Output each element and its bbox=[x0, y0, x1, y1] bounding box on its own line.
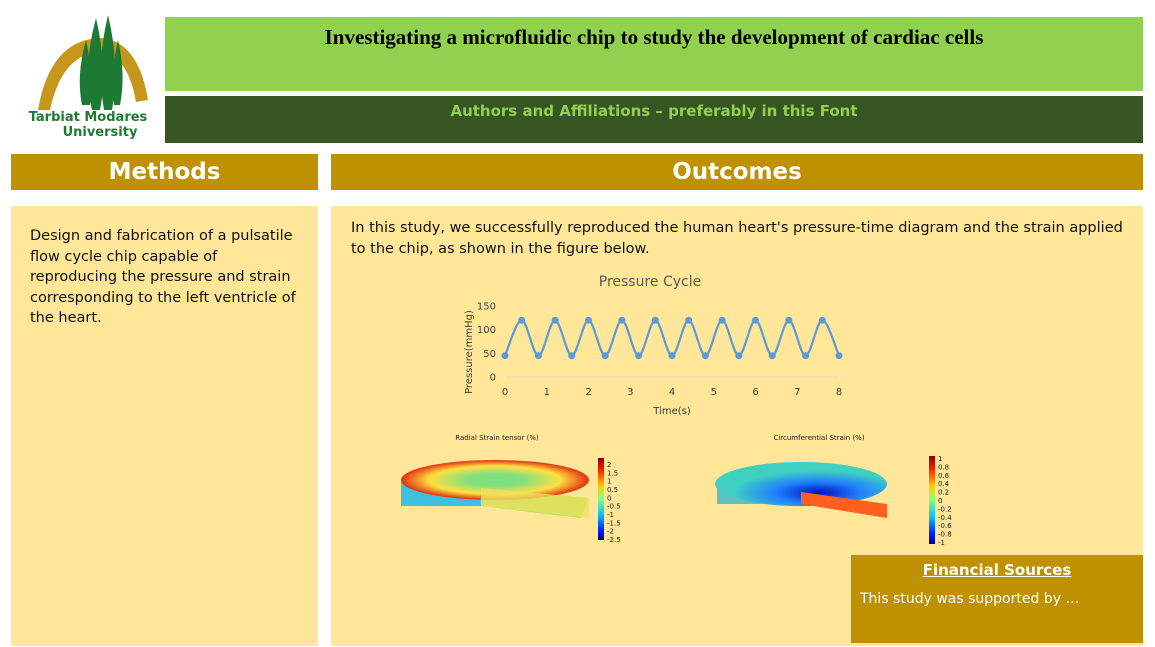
x-tick-label: 8 bbox=[836, 387, 842, 398]
colorbar-label: -2 bbox=[607, 528, 614, 536]
colorbar-label: -2.5 bbox=[607, 536, 621, 544]
x-tick-label: 2 bbox=[585, 387, 591, 398]
point bbox=[585, 316, 592, 324]
colorbar-label: -0.4 bbox=[938, 514, 952, 522]
colorbar-label: -0.2 bbox=[938, 505, 952, 513]
point bbox=[768, 352, 776, 360]
x-tick-label: 6 bbox=[752, 387, 758, 398]
methods-panel: Design and fabrication of a pulsatile fl… bbox=[11, 206, 318, 646]
y-tick-label: 100 bbox=[477, 325, 496, 336]
chart-title: Pressure Cycle bbox=[599, 274, 702, 290]
financial-box: Financial Sources This study was support… bbox=[851, 555, 1143, 643]
colorbar-label: 0.6 bbox=[938, 472, 950, 480]
point bbox=[752, 316, 759, 324]
y-axis-label: Pressure(mmHg) bbox=[464, 310, 475, 394]
logo: Tarbiat Modares University bbox=[29, 15, 148, 140]
point bbox=[802, 352, 810, 360]
point bbox=[618, 316, 626, 324]
title: Investigating a microfluidic chip to stu… bbox=[165, 17, 1143, 91]
x-tick-label: 7 bbox=[794, 387, 800, 398]
point bbox=[785, 316, 793, 324]
strain-title: Radial Strain tensor (%) bbox=[455, 434, 539, 442]
colorbar-label: 1 bbox=[607, 478, 611, 486]
x-tick-label: 5 bbox=[711, 387, 717, 398]
x-tick-label: 3 bbox=[627, 387, 633, 398]
colorbar-label: -1 bbox=[938, 539, 945, 547]
methods-text: Design and fabrication of a pulsatile fl… bbox=[30, 228, 296, 326]
colorbar-label: 0.5 bbox=[607, 486, 618, 494]
financial-text: This study was supported by … bbox=[860, 591, 1080, 607]
x-axis-label: Time(s) bbox=[652, 406, 691, 417]
point bbox=[718, 316, 726, 324]
colorbar-label: -0.6 bbox=[938, 522, 952, 530]
colorbar-label: 0 bbox=[607, 494, 611, 502]
point bbox=[635, 352, 643, 360]
x-tick-label: 1 bbox=[544, 387, 550, 398]
point bbox=[735, 352, 743, 360]
outcomes-text: In this study, we successfully reproduce… bbox=[351, 220, 1123, 257]
colorbar-label: -0.5 bbox=[607, 503, 621, 511]
point bbox=[685, 316, 693, 324]
point bbox=[551, 316, 559, 324]
colorbar-label: -0.8 bbox=[938, 531, 952, 539]
colorbar bbox=[929, 456, 935, 544]
section-heading: Outcomes bbox=[331, 154, 1143, 190]
figure: Pressure CyclePressure(mmHg)Time(s)05010… bbox=[401, 274, 952, 547]
colorbar bbox=[598, 458, 604, 540]
financial-heading: Financial Sources bbox=[922, 561, 1072, 579]
colorbar-label: -1 bbox=[607, 511, 614, 519]
y-tick-label: 0 bbox=[490, 373, 496, 384]
point bbox=[651, 316, 659, 324]
point bbox=[818, 316, 826, 324]
colorbar-label: 2 bbox=[607, 461, 611, 469]
point bbox=[518, 316, 526, 324]
point bbox=[601, 352, 609, 360]
x-tick-label: 0 bbox=[502, 387, 508, 398]
authors: Authors and Affiliations – preferably in… bbox=[165, 96, 1143, 143]
colorbar-label: 0 bbox=[938, 497, 942, 505]
line bbox=[503, 319, 841, 357]
x-tick-label: 4 bbox=[669, 387, 675, 398]
colorbar-label: 1 bbox=[938, 455, 942, 463]
colorbar-label: 0.8 bbox=[938, 463, 949, 471]
colorbar-label: 0.4 bbox=[938, 480, 950, 488]
point bbox=[568, 352, 576, 360]
point bbox=[701, 352, 709, 360]
circumferential-model bbox=[715, 462, 887, 518]
y-tick-label: 150 bbox=[477, 302, 496, 313]
logo-text: University bbox=[63, 125, 138, 140]
colorbar-label: 0.2 bbox=[938, 489, 949, 497]
logo-trees bbox=[79, 15, 123, 110]
logo-text: Tarbiat Modares bbox=[29, 110, 148, 125]
point bbox=[835, 352, 843, 360]
colorbar-label: -1.5 bbox=[607, 519, 621, 527]
strain-title: Circumferential Strain (%) bbox=[773, 434, 864, 442]
point bbox=[501, 352, 509, 360]
radial-strain-model bbox=[401, 460, 589, 518]
point bbox=[668, 352, 676, 360]
section-heading: Methods bbox=[11, 154, 318, 190]
y-tick-label: 50 bbox=[483, 349, 496, 360]
colorbar-label: 1.5 bbox=[607, 469, 618, 477]
point bbox=[534, 352, 542, 360]
